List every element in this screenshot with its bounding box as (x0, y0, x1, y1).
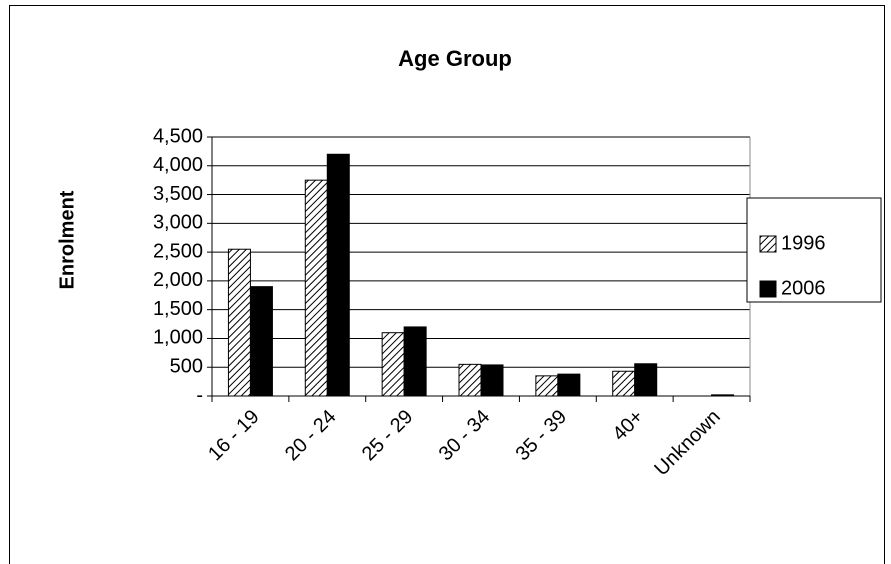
bar (326, 153, 350, 397)
legend-label: 1996 (781, 232, 826, 254)
bar (249, 286, 273, 397)
bar (227, 248, 251, 397)
y-tick-label: 2,000 (153, 269, 203, 291)
y-tick-label: 1,000 (153, 327, 203, 349)
x-tick-label: 25 - 29 (358, 406, 418, 466)
legend-swatch (759, 235, 777, 253)
bar (480, 364, 504, 397)
y-tick-label: 2,500 (153, 240, 203, 262)
x-tick-label: 30 - 34 (435, 406, 495, 466)
x-tick-label: 16 - 19 (204, 406, 264, 466)
x-tick-label: 20 - 24 (281, 406, 341, 466)
legend-label: 2006 (781, 277, 826, 299)
bar (304, 179, 328, 397)
x-tick-label: 35 - 39 (512, 406, 572, 466)
x-tick-label: 40+ (608, 406, 648, 446)
legend-swatch (759, 280, 777, 298)
y-axis-label: Enrolment (56, 190, 78, 289)
chart-title: Age Group (398, 46, 512, 71)
bar (535, 375, 559, 397)
y-tick-label: 3,500 (153, 183, 203, 205)
bar (557, 373, 581, 397)
bar (612, 370, 636, 397)
y-tick-label: 4,000 (153, 154, 203, 176)
y-tick-label: 500 (170, 356, 203, 378)
bar (381, 332, 405, 397)
y-tick-label: 4,500 (153, 125, 203, 147)
bar (634, 363, 658, 397)
y-tick-label: - (196, 384, 203, 406)
bar (458, 363, 482, 397)
y-tick-label: 3,000 (153, 212, 203, 234)
y-tick-label: 1,500 (153, 298, 203, 320)
x-tick-label: Unknown (650, 406, 725, 481)
chart-border (9, 5, 885, 564)
bar (403, 326, 427, 397)
